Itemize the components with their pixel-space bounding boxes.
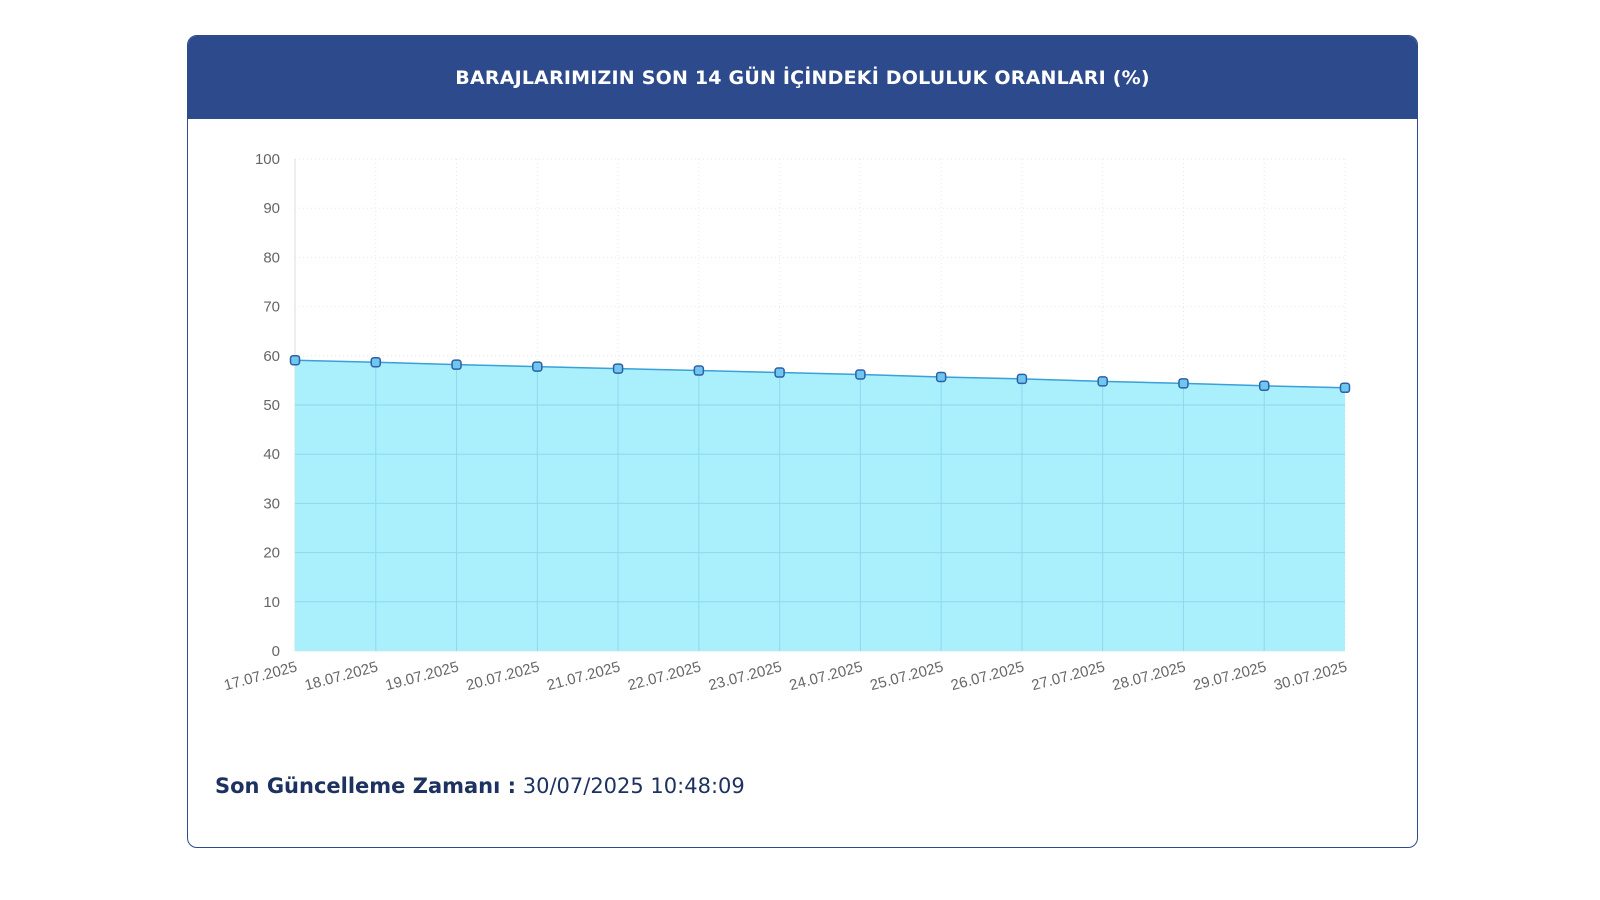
last-update-label: Son Güncelleme Zamanı : (215, 774, 517, 798)
x-tick-label: 22.07.2025 (626, 658, 703, 694)
y-tick-label: 30 (263, 495, 280, 512)
x-axis-ticks: 17.07.2025 18.07.2025 19.07.2025 20.07.2025… (222, 658, 1349, 694)
data-point (1339, 382, 1351, 394)
chart-card: BARAJLARIMIZIN SON 14 GÜN İÇİNDEKİ DOLUL… (187, 35, 1418, 848)
data-point (289, 354, 301, 366)
x-tick-label: 29.07.2025 (1191, 658, 1268, 694)
y-tick-label: 100 (255, 151, 280, 168)
x-tick-label: 23.07.2025 (707, 658, 784, 694)
data-point (774, 367, 785, 378)
y-tick-label: 0 (272, 643, 280, 660)
data-point (1258, 380, 1270, 392)
data-point (370, 356, 382, 368)
x-tick-label: 26.07.2025 (949, 658, 1026, 694)
x-tick-label: 30.07.2025 (1272, 658, 1349, 694)
x-tick-label: 17.07.2025 (222, 658, 299, 694)
chart-canvas: 0 10 20 30 40 50 60 70 80 90 100 17.07.2025 18.07.2… (222, 151, 1351, 694)
x-tick-label: 21.07.2025 (545, 658, 622, 694)
data-point (612, 363, 624, 374)
x-tick-label: 20.07.2025 (464, 658, 541, 694)
x-tick-label: 19.07.2025 (384, 658, 461, 694)
data-point (935, 371, 947, 383)
y-tick-label: 20 (263, 545, 280, 562)
card-header: BARAJLARIMIZIN SON 14 GÜN İÇİNDEKİ DOLUL… (188, 36, 1417, 119)
data-point (532, 361, 543, 372)
x-tick-label: 25.07.2025 (868, 658, 945, 694)
chart-title: BARAJLARIMIZIN SON 14 GÜN İÇİNDEKİ DOLUL… (455, 66, 1150, 89)
series-line (294, 359, 1346, 389)
data-point (693, 365, 705, 376)
chart-markers (289, 354, 1351, 394)
y-tick-label: 10 (263, 594, 280, 611)
x-tick-label: 27.07.2025 (1030, 658, 1107, 694)
last-update-value: 30/07/2025 10:48:09 (522, 774, 745, 798)
last-update: Son Güncelleme Zamanı : 30/07/2025 10:48… (215, 774, 745, 798)
y-tick-label: 80 (263, 249, 280, 266)
x-tick-label: 24.07.2025 (788, 658, 865, 694)
series-area (295, 360, 1345, 651)
data-point (1178, 378, 1189, 389)
y-tick-label: 60 (263, 348, 280, 365)
y-tick-label: 40 (263, 446, 280, 463)
y-tick-label: 70 (263, 299, 280, 316)
data-point (451, 359, 462, 370)
x-tick-label: 18.07.2025 (303, 658, 380, 694)
data-point (1097, 376, 1108, 387)
data-point (1016, 373, 1028, 385)
y-axis-ticks: 0 10 20 30 40 50 60 70 80 90 100 (255, 151, 280, 660)
y-tick-label: 50 (263, 397, 280, 414)
x-tick-label: 28.07.2025 (1111, 658, 1188, 694)
y-tick-label: 90 (263, 200, 280, 217)
chart-area-layer (294, 359, 1346, 651)
data-point (855, 369, 866, 380)
